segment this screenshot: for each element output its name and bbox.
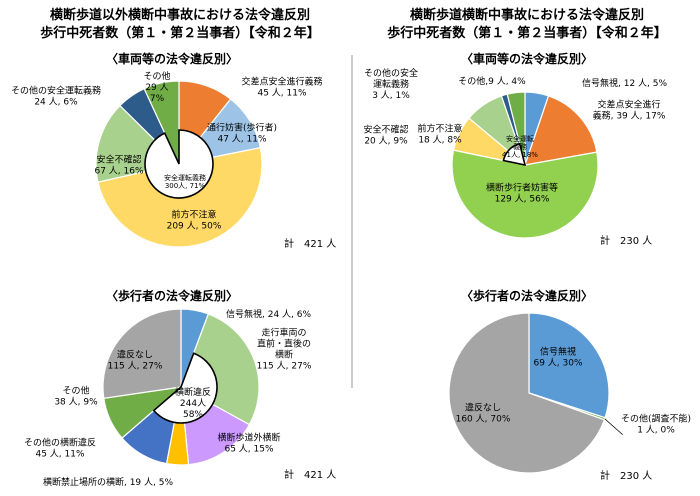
right-vehicle-slice-label-4: 安全不確認 20 人, 9%	[363, 124, 408, 147]
left-vehicle-slice-label-3: 安全不確認 67 人, 16%	[94, 154, 143, 177]
right-pedestrian-slice-label-1: その他(調査不能) 1 人, 0%	[621, 413, 691, 436]
right-vehicle-inner-ring	[502, 142, 527, 167]
right-vehicle-total: 計 230 人	[600, 234, 652, 247]
right-pedestrian-slice-0	[528, 312, 610, 419]
left-pedestrian-slice-label-4: その他の横断違反 45 人, 11%	[24, 437, 96, 460]
right-vehicle-slice-label-6: その他,9 人, 4%	[458, 75, 526, 87]
right-pedestrian-slice-label-0: 信号無視 69 人, 30%	[533, 346, 582, 369]
left-vehicle-slice-label-0: 交差点安全進行義務 45 人, 11%	[241, 76, 322, 99]
left-pedestrian-inner-ring	[152, 352, 218, 424]
pie-layer: 安全運転義務 300人, 71% 交差点安全進行義務 45 人, 11% 通行妨害(歩行…	[11, 67, 691, 488]
left-pedestrian-slice-label-6: 違反なし 115 人, 27%	[108, 349, 163, 372]
left-pedestrian-slice-label-0: 信号無視, 24 人, 6%	[226, 308, 311, 320]
right-title-line2: 歩行中死者数（第１・第２当事者）【令和２年】	[387, 25, 667, 41]
left-vehicle-slice-label-2: 前方不注意 209 人, 50%	[167, 209, 222, 232]
left-pedestrian-slice-label-5: その他 38 人, 9%	[54, 385, 98, 408]
right-pedestrian-slice-2	[448, 312, 606, 474]
left-vehicle-total: 計 421 人	[284, 237, 336, 250]
right-pedestrian-pie: 信号無視 69 人, 30% その他(調査不能) 1 人, 0% 違反なし 160 人, …	[448, 312, 691, 474]
right-vehicle-pie: 安全運転義務 41人, 18% 信号無視, 12 人, 5% 交差点安全進行義務, 3…	[363, 67, 667, 239]
right-vehicle-slice-label-3: 前方不注意 18 人, 8%	[417, 123, 462, 146]
left-title-line2: 歩行中死者数（第１・第２当事者）【令和２年】	[40, 25, 320, 41]
left-pedestrian-subtitle: 〈歩行者の法令違反別〉	[106, 288, 238, 303]
right-vehicle-subtitle: 〈車両等の法令違反別〉	[461, 51, 593, 66]
left-vehicle-subtitle: 〈車両等の法令違反別〉	[106, 51, 238, 66]
right-pedestrian-leader-line	[604, 418, 624, 436]
left-vehicle-slice-label-5: その他 29 人 7%	[143, 70, 170, 104]
left-pedestrian-slice-label-1: 走行車両の直前・直後の横断 115 人, 27%	[257, 327, 312, 372]
left-vehicle-inner-label: 安全運転義務 300人, 71%	[164, 173, 206, 190]
left-pedestrian-total: 計 421 人	[284, 468, 336, 481]
left-pedestrian-slice-6	[102, 308, 182, 399]
right-vehicle-slice-2	[451, 149, 599, 239]
right-vehicle-slice-label-1: 交差点安全進行義務, 39 人, 17%	[593, 99, 666, 122]
right-pedestrian-subtitle: 〈歩行者の法令違反別〉	[461, 288, 593, 303]
right-pedestrian-slice-label-2: 違反なし 160 人, 70%	[456, 402, 511, 425]
right-title-line1: 横断歩道横断中事故における法令違反別	[410, 7, 644, 23]
left-vehicle-slice-label-4: その他の安全運転義務 24 人, 6%	[11, 85, 101, 108]
left-title-line1: 横断歩道以外横断中事故における法令違反別	[50, 7, 310, 23]
left-pedestrian-inner-label: 横断違反 244人 58%	[175, 386, 211, 420]
left-pedestrian-pie: 横断違反 244人 58% 信号無視, 24 人, 6% 走行車両の直前・直後の横断 11…	[24, 308, 312, 488]
right-vehicle-slice-1	[524, 95, 598, 166]
right-pedestrian-total: 計 230 人	[600, 469, 652, 482]
right-vehicle-slice-label-5: その他の安全運転義務 3 人, 1%	[364, 67, 418, 101]
right-vehicle-slice-label-2: 横断歩行者妨害等 129 人, 56%	[486, 182, 558, 205]
left-vehicle-inner-ring	[144, 129, 214, 199]
left-vehicle-slice-label-1: 通行妨害(歩行者) 47 人, 11%	[207, 122, 277, 145]
left-pedestrian-slice-label-2: 横断歩道外横断 65 人, 15%	[217, 432, 280, 455]
right-vehicle-slice-label-0: 信号無視, 12 人, 5%	[582, 77, 667, 89]
left-vehicle-slice-5	[143, 80, 180, 165]
left-vehicle-pie: 安全運転義務 300人, 71% 交差点安全進行義務 45 人, 11% 通行妨害(歩行…	[11, 70, 323, 248]
right-vehicle-inner-label: 安全運転義務 41人, 18%	[502, 134, 538, 159]
left-pedestrian-slice-label-3: 横断禁止場所の横断, 19 人, 5%	[43, 476, 173, 488]
